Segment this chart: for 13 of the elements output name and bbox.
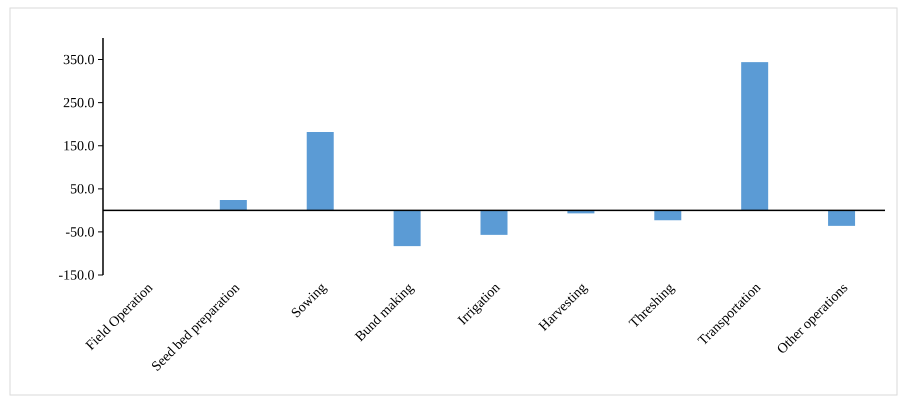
y-tick-label: -150.0 — [58, 270, 94, 280]
y-tick-label: 150.0 — [64, 140, 94, 150]
bar — [394, 210, 421, 246]
bar — [828, 210, 856, 226]
bar — [654, 210, 682, 220]
y-tick-label: 350.0 — [64, 54, 94, 64]
y-tick-label: 50.0 — [70, 184, 94, 194]
y-tick-label: 250.0 — [64, 98, 94, 108]
bar — [480, 210, 508, 235]
y-tick-label: -50.0 — [66, 227, 94, 237]
bar — [741, 62, 768, 210]
bar — [306, 132, 334, 210]
bar — [220, 200, 247, 210]
